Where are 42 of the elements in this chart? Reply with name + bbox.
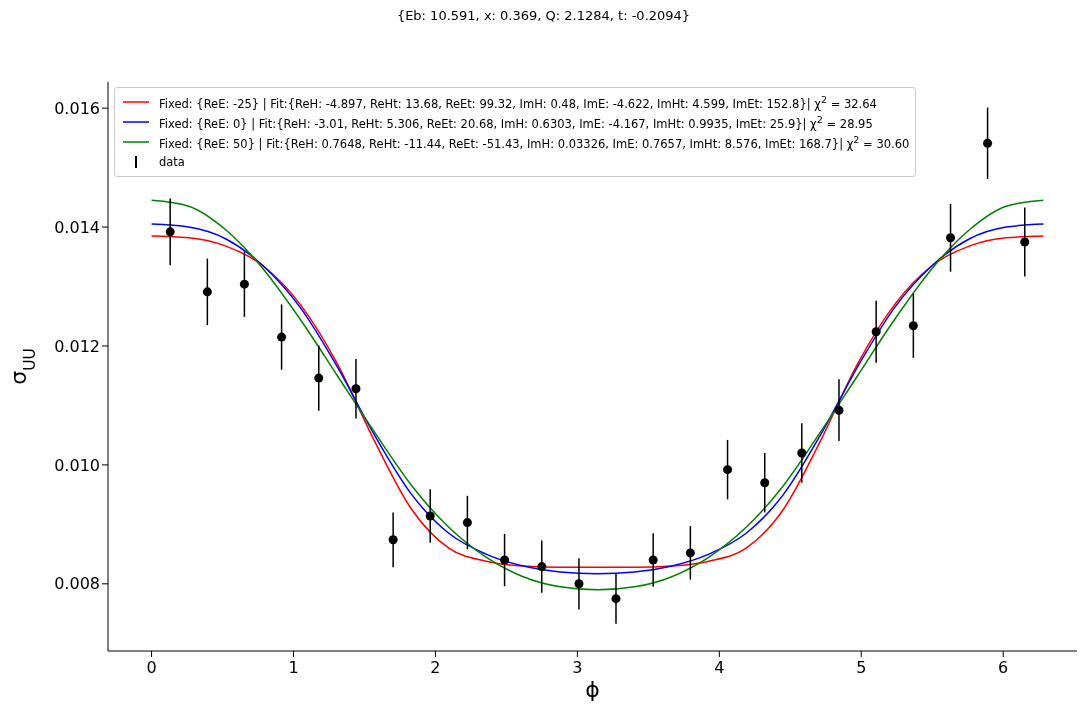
point [648, 555, 658, 565]
y-tick-label: 0.010 [54, 455, 100, 475]
chart-title: {Eb: 10.591, x: 0.369, Q: 2.1284, t: -0.2094} [395, 8, 692, 23]
point [723, 465, 733, 475]
point [277, 332, 287, 342]
x-tick-label: 5 [856, 658, 867, 677]
legend-label: Fixed: {ReE: 50} | Fit:{ReH: 0.7648, ReHt: -11.44, ReEt: -51.43, ImH: 0.03326, ImE: 0.7657, ImHt: 8.576, ImEt: 168.7}| χ$^{2}$ = 30.60 [159, 133, 910, 151]
point [425, 511, 435, 521]
point [611, 594, 621, 604]
point [797, 448, 807, 458]
point [983, 138, 993, 148]
point [946, 233, 956, 243]
y-tick-label: 0.016 [54, 98, 100, 118]
point [202, 287, 212, 297]
point [351, 384, 361, 394]
point [908, 321, 918, 331]
point [388, 535, 398, 545]
point [574, 579, 584, 589]
x-tick-label: 3 [572, 658, 583, 677]
y-tick-label: 0.012 [54, 336, 100, 356]
x-tick-label: 6 [998, 658, 1009, 677]
point [685, 548, 695, 558]
legend-label: Fixed: {ReE: 0} | Fit:{ReH: -3.01, ReHt: 5.306, ReEt: 20.68, ImH: 0.6303, ImE: -4.167, ImHt: 0.9935, ImEt: 25.9}| χ$^{2}$ = 28.95 [159, 113, 873, 131]
point [760, 478, 770, 488]
x-axis-title: ϕ [585, 677, 600, 702]
x-tick-label: 0 [146, 658, 157, 677]
x-tick-label: 1 [288, 658, 299, 677]
legend-label: Fixed: {ReE: -25} | Fit:{ReH: -4.897, ReHt: 13.68, ReEt: 99.32, ImH: 0.48, ImE: -4.622, ImHt: 4.599, ImEt: 152.8}| χ$^{2}$ = 32.64 [159, 93, 877, 111]
point [537, 562, 547, 572]
point [462, 518, 472, 528]
y-tick-label: 0.014 [54, 217, 100, 237]
legend-label: data [159, 155, 185, 169]
y-tick-label: 0.008 [54, 574, 100, 594]
point [314, 373, 324, 383]
point [871, 327, 881, 337]
point [239, 279, 249, 289]
point [834, 405, 844, 415]
point [165, 227, 175, 237]
point [1020, 237, 1030, 247]
x-tick-label: 4 [714, 658, 725, 677]
point [500, 555, 510, 565]
x-tick-label: 2 [430, 658, 441, 677]
